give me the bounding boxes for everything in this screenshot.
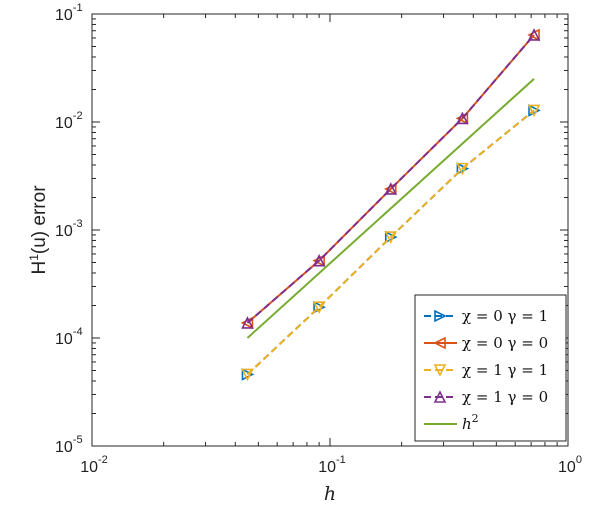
legend-label: h2: [462, 412, 479, 433]
x-axis-label: h: [324, 483, 336, 505]
y-axis-label-group: H1(u) error: [27, 185, 50, 275]
ticks-layer: [91, 14, 569, 447]
legend-label: χ = 1 γ = 1: [462, 361, 548, 379]
x-tick-label-exp: -2: [98, 454, 108, 466]
data-point: [527, 28, 541, 41]
y-tick-label: 10-5: [55, 434, 83, 456]
data-point: [241, 368, 254, 382]
y-tick-label: 10-2: [55, 110, 83, 132]
series-line: [246, 78, 535, 339]
y-tick-label: 10-1: [55, 2, 83, 24]
x-tick-label-exp: 0: [576, 454, 582, 466]
legend-label: χ = 1 γ = 0: [462, 388, 548, 406]
legend-label: χ = 0 γ = 1: [462, 307, 548, 325]
data-point: [456, 162, 470, 175]
legend-items: χ = 0 γ = 1 χ = 0 γ = 0 χ = 1 γ = 1 χ = 1 γ…: [424, 307, 548, 433]
y-axis-label: H1(u) error: [27, 185, 50, 275]
series-layer: [240, 28, 541, 382]
data-point: [241, 368, 255, 381]
legend-box: [414, 294, 567, 442]
data-point: [527, 104, 541, 118]
series-2: [241, 104, 541, 382]
y-tick-label-base: 10: [55, 7, 73, 24]
legend-entry-3: χ = 1 γ = 0: [424, 388, 548, 406]
data-point: [528, 104, 541, 117]
y-tick-label: 10-4: [55, 326, 83, 348]
legend-marker: [433, 364, 447, 377]
legend-entry-2: χ = 1 γ = 1: [424, 361, 548, 379]
data-point: [456, 111, 469, 125]
legend: χ = 0 γ = 1 χ = 0 γ = 0 χ = 1 γ = 1 χ = 1 γ…: [414, 294, 567, 442]
y-axis-label-main: H: [29, 261, 50, 275]
x-tick-label: 100: [558, 454, 582, 476]
legend-marker: [433, 390, 447, 403]
data-point: [312, 254, 325, 267]
legend-label: χ = 0 γ = 0: [462, 334, 548, 352]
data-point: [456, 162, 469, 176]
series-3: [241, 28, 541, 329]
y-axis-label-rest: (u) error: [29, 185, 50, 254]
data-point: [383, 182, 397, 196]
x-tick-label-base: 10: [80, 459, 98, 476]
y-tick-label-exp: -1: [73, 2, 83, 14]
y-tick-label-base: 10: [55, 223, 73, 240]
legend-entry-0: χ = 0 γ = 1: [424, 307, 548, 325]
data-point: [313, 300, 326, 314]
x-tick-label: 10-2: [80, 454, 108, 476]
data-point: [240, 316, 254, 330]
data-point: [312, 301, 326, 314]
y-tick-label-exp: -2: [73, 110, 83, 122]
y-tick-label-base: 10: [55, 331, 73, 348]
data-point: [384, 182, 398, 195]
y-axis-label-sup: 1: [27, 254, 41, 261]
data-point: [312, 253, 326, 267]
data-point: [384, 230, 398, 244]
series-4: [246, 78, 535, 339]
y-tick-label-base: 10: [55, 439, 73, 456]
data-point: [527, 28, 540, 42]
legend-label-main: h: [462, 415, 472, 433]
series-line: [246, 34, 535, 324]
y-tick-label-exp: -5: [73, 434, 83, 446]
legend-marker: [433, 336, 446, 350]
y-tick-label-base: 10: [55, 115, 73, 132]
x-tick-label-exp: -1: [336, 454, 346, 466]
legend-entry-1: χ = 0 γ = 0: [424, 334, 548, 352]
legend-label-sup: 2: [472, 412, 479, 425]
x-tick-label-base: 10: [318, 459, 336, 476]
x-tick-label-base: 10: [558, 459, 576, 476]
y-tick-label-exp: -4: [73, 326, 83, 338]
x-tick-label: 10-1: [318, 454, 346, 476]
y-tick-label: 10-3: [55, 218, 83, 240]
data-point: [455, 112, 469, 125]
legend-entry-4: h2: [424, 412, 479, 433]
data-point: [241, 316, 254, 329]
legend-marker: [434, 309, 447, 323]
y-tick-label-exp: -3: [73, 218, 83, 230]
series-line: [246, 109, 535, 376]
data-point: [384, 231, 398, 244]
